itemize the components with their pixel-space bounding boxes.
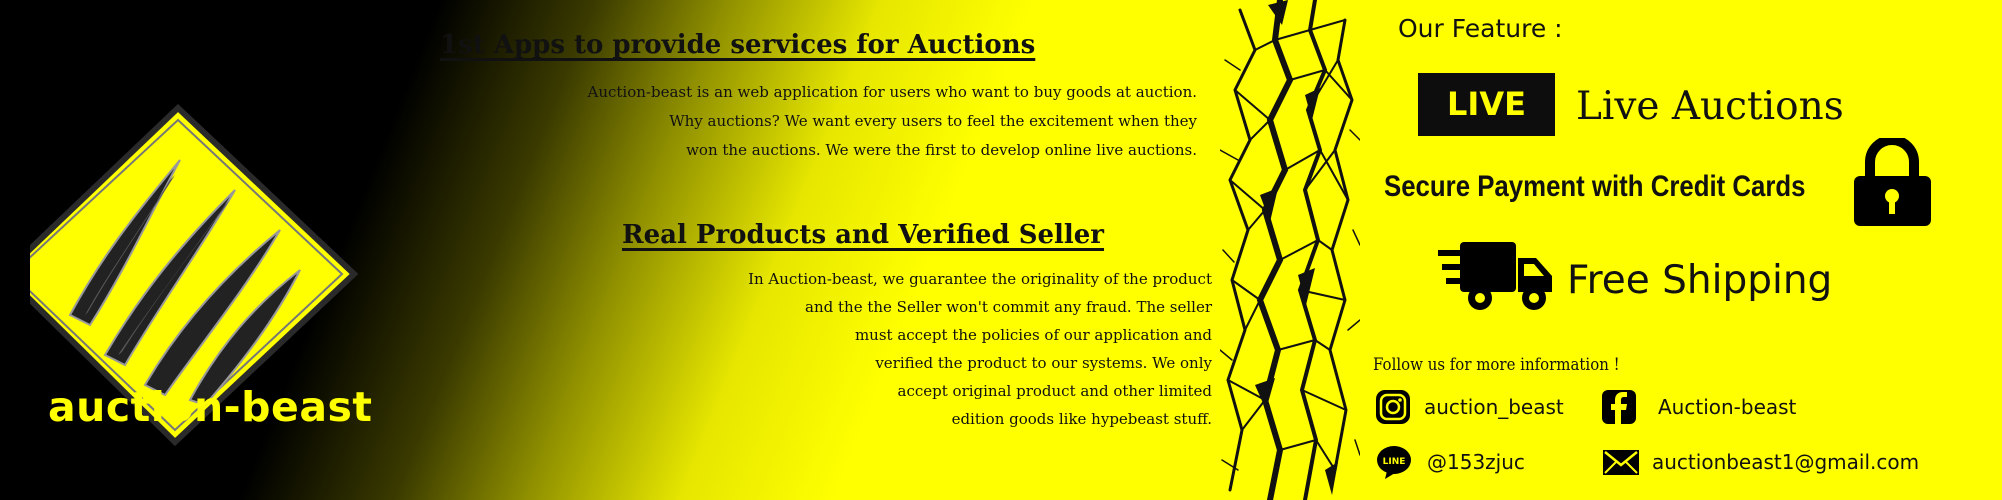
section2-line: In Auction-beast, we guarantee the origi… (748, 270, 1212, 288)
facebook-handle: Auction-beast (1658, 395, 1797, 419)
section1-heading: 1st Apps to provide services for Auction… (440, 30, 1036, 60)
svg-text:LINE: LINE (1383, 457, 1406, 467)
facebook-link[interactable]: Auction-beast (1600, 388, 1796, 426)
section2-heading: Real Products and Verified Seller (622, 220, 1105, 250)
line-id: @153zjuc (1427, 450, 1525, 474)
live-badge: LIVE (1418, 73, 1555, 136)
brand-name: auction-beast (48, 383, 373, 431)
section1-line: Why auctions? We want every users to fee… (669, 112, 1197, 130)
section2-line: and the the Seller won't commit any frau… (805, 298, 1212, 316)
section1-paragraph: Auction-beast is an web application for … (587, 78, 1197, 165)
section2-line: accept original product and other limite… (897, 382, 1212, 400)
delivery-truck-icon (1438, 242, 1552, 310)
features-title: Our Feature : (1398, 14, 1563, 43)
follow-text: Follow us for more information ! (1373, 355, 1620, 375)
section1-line: Auction-beast is an web application for … (587, 83, 1197, 101)
email-address: auctionbeast1@gmail.com (1652, 450, 1920, 474)
email-link[interactable]: auctionbeast1@gmail.com (1602, 443, 1919, 481)
section2-line: edition goods like hypebeast stuff. (951, 410, 1212, 428)
mail-icon (1603, 450, 1639, 475)
line-icon: LINE (1377, 446, 1411, 479)
line-link[interactable]: LINE @153zjuc (1375, 443, 1525, 481)
section1-line: won the auctions. We were the first to d… (686, 141, 1197, 159)
free-shipping-label: Free Shipping (1567, 258, 1833, 303)
instagram-icon (1376, 390, 1410, 424)
live-auctions-label: Live Auctions (1576, 84, 1844, 129)
instagram-link[interactable]: auction_beast (1374, 388, 1564, 426)
instagram-handle: auction_beast (1424, 395, 1564, 419)
section2-line: must accept the policies of our applicat… (854, 326, 1212, 344)
facebook-icon (1602, 390, 1636, 424)
section2-paragraph: In Auction-beast, we guarantee the origi… (748, 265, 1212, 433)
section2-line: verified the product to our systems. We … (875, 354, 1212, 372)
claw-scratch-diamond-icon (30, 103, 359, 447)
secure-payment-label: Secure Payment with Credit Cards (1384, 170, 1806, 203)
cracked-divider (1220, 0, 1360, 500)
live-badge-text: LIVE (1447, 85, 1526, 123)
lock-icon (1854, 138, 1931, 226)
